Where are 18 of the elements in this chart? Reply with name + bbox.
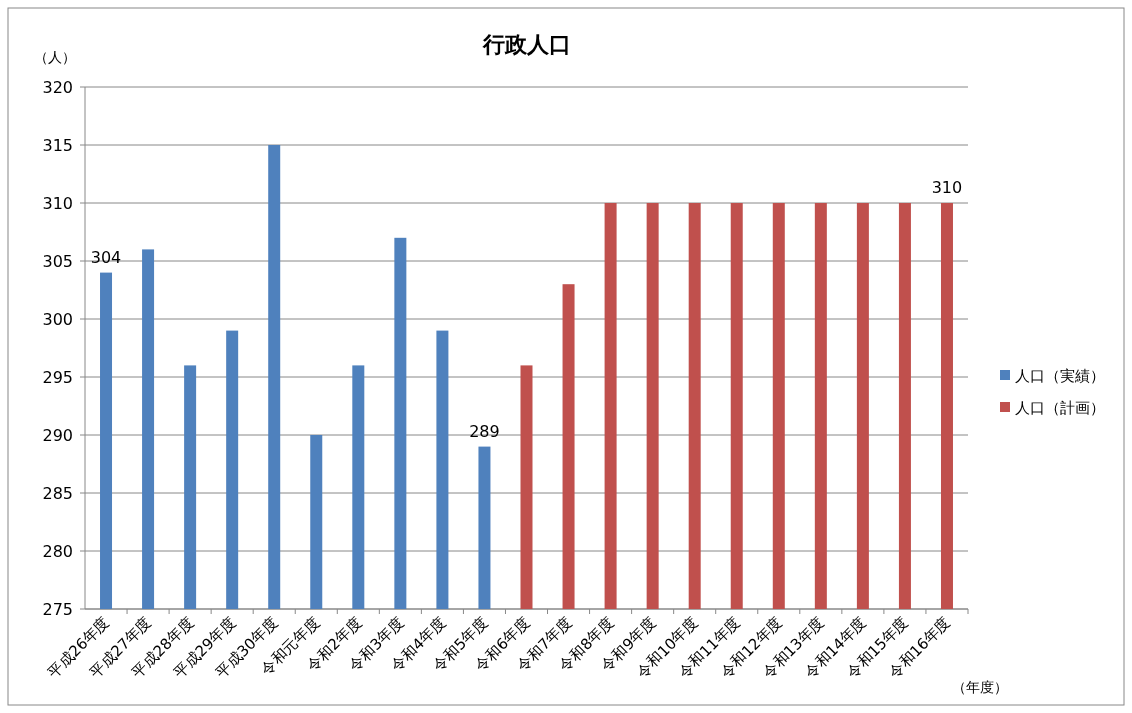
legend-label: 人口（実績） <box>1015 367 1105 385</box>
legend-label: 人口（計画） <box>1015 399 1105 417</box>
chart-title: 行政人口 <box>481 32 571 57</box>
y-tick-label: 285 <box>42 484 73 503</box>
y-tick-label: 280 <box>42 542 73 561</box>
data-label: 304 <box>90 247 122 267</box>
y-tick-label: 305 <box>42 252 73 271</box>
y-tick-label: 290 <box>42 426 73 445</box>
y-tick-label: 315 <box>42 136 73 155</box>
y-axis-title: （人） <box>34 49 76 65</box>
x-axis-title: （年度） <box>952 679 1008 695</box>
y-tick-label: 320 <box>42 78 73 97</box>
y-tick-label: 275 <box>42 600 73 619</box>
y-tick-label: 300 <box>42 310 73 329</box>
y-tick-label: 310 <box>42 194 73 213</box>
data-label: 310 <box>931 178 963 197</box>
data-label: 289 <box>469 421 500 441</box>
y-tick-label: 295 <box>42 368 73 387</box>
